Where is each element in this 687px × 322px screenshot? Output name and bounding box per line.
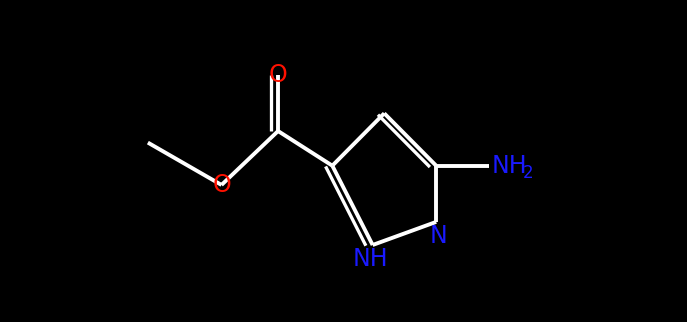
Text: NH: NH — [491, 154, 527, 178]
Text: N: N — [430, 224, 448, 248]
Text: NH: NH — [352, 248, 387, 271]
Text: 2: 2 — [522, 164, 533, 182]
Text: O: O — [212, 173, 231, 197]
Text: O: O — [269, 63, 287, 87]
